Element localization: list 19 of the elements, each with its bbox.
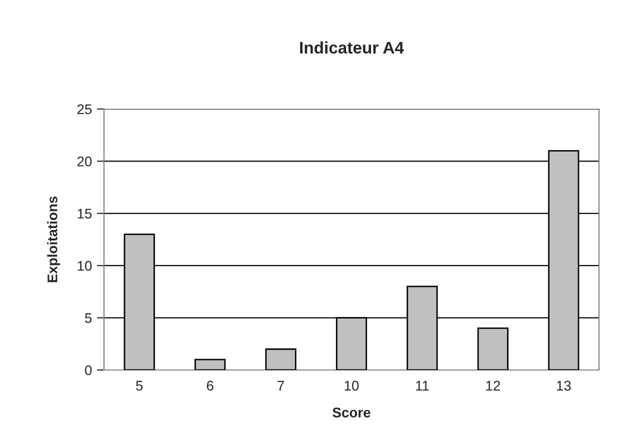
bar	[194, 358, 226, 370]
y-tick-label: 20	[77, 156, 92, 166]
x-tick-label: 5	[136, 380, 143, 391]
x-axis-title: Score	[332, 408, 370, 418]
x-tick-label: 11	[416, 380, 429, 390]
y-axis-title: Exploitations	[47, 196, 60, 282]
bar	[477, 328, 508, 370]
y-tick-label: 10	[78, 260, 92, 271]
bar	[265, 348, 296, 370]
x-tick-label: 10	[344, 380, 359, 391]
x-tick-label: 7	[278, 380, 284, 390]
x-tick-label: 6	[206, 380, 214, 391]
chart-title: Indicateur A4	[300, 41, 404, 54]
y-tick-label: 25	[77, 104, 92, 114]
y-tick-label: 0	[85, 365, 92, 376]
x-tick-label: 13	[556, 380, 571, 391]
y-tick-label: 5	[85, 313, 92, 323]
y-tick-label: 15	[78, 208, 92, 219]
x-tick-label: 12	[486, 380, 500, 390]
